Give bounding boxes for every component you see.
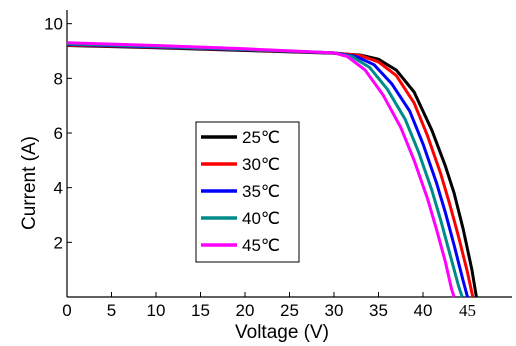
x-tick-label: 5 — [107, 301, 116, 320]
legend-label-3: 35℃ — [242, 182, 280, 201]
x-ticks: 0 5 10 15 20 25 30 35 40 45 — [62, 292, 476, 320]
y-tick-label: 8 — [54, 69, 63, 88]
series-lines — [66, 41, 478, 298]
x-tick-label: 20 — [236, 301, 255, 320]
x-tick-label: 40 — [414, 301, 433, 320]
x-tick-label: 30 — [325, 301, 344, 320]
y-tick-label: 2 — [54, 233, 63, 252]
series-line-5 — [66, 41, 456, 298]
legend-label-2: 30℃ — [242, 155, 280, 174]
x-tick-label: 10 — [147, 301, 166, 320]
y-tick-label: 6 — [54, 124, 63, 143]
y-ticks: 2 4 6 8 10 — [44, 15, 72, 252]
x-axis-label: Voltage (V) — [235, 322, 329, 343]
legend-label-1: 25℃ — [242, 128, 280, 147]
x-tick-label: 35 — [369, 301, 388, 320]
x-tick-label: 45 — [459, 301, 476, 320]
y-tick-label: 10 — [44, 15, 63, 34]
legend-label-5: 45℃ — [242, 236, 280, 255]
legend-label-4: 40℃ — [242, 209, 280, 228]
legend: 25℃ 30℃ 35℃ 40℃ 45℃ — [195, 121, 300, 263]
y-axis-label: Current (A) — [19, 136, 40, 230]
x-tick-label: 15 — [191, 301, 210, 320]
y-tick-label: 4 — [54, 179, 63, 198]
x-tick-label: 25 — [280, 301, 299, 320]
x-tick-label: 0 — [62, 301, 71, 320]
